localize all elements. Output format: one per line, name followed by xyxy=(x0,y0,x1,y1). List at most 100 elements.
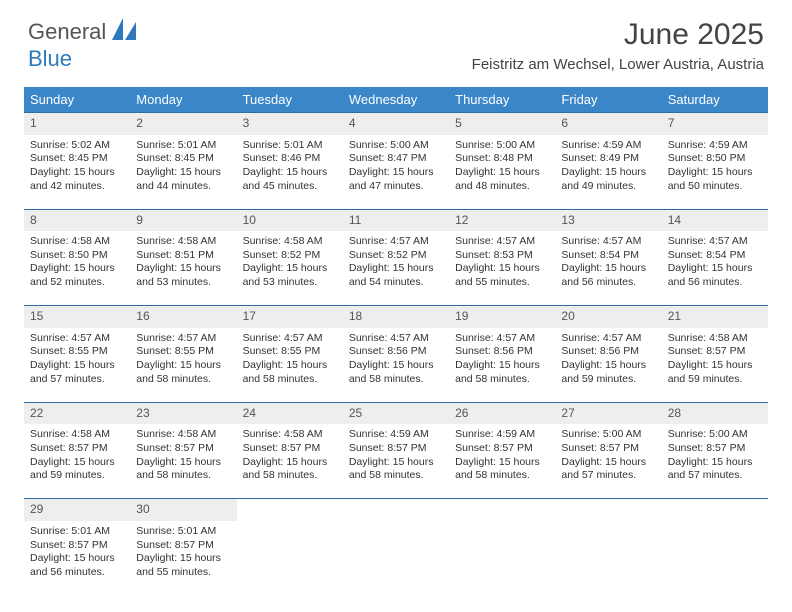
day-body: Sunrise: 4:59 AMSunset: 8:57 PMDaylight:… xyxy=(343,424,449,498)
calendar-day: 23Sunrise: 4:58 AMSunset: 8:57 PMDayligh… xyxy=(130,403,236,499)
day-number: 20 xyxy=(555,306,661,328)
sunset-text: Sunset: 8:55 PM xyxy=(136,345,230,359)
calendar-grid: Sunday Monday Tuesday Wednesday Thursday… xyxy=(24,87,768,595)
sunrise-text: Sunrise: 4:58 AM xyxy=(243,428,337,442)
calendar-day-empty: . xyxy=(237,499,343,595)
day-body: Sunrise: 4:57 AMSunset: 8:52 PMDaylight:… xyxy=(343,231,449,305)
sunrise-text: Sunrise: 4:57 AM xyxy=(136,332,230,346)
sunset-text: Sunset: 8:57 PM xyxy=(136,539,230,553)
calendar-day: 22Sunrise: 4:58 AMSunset: 8:57 PMDayligh… xyxy=(24,403,130,499)
sunset-text: Sunset: 8:50 PM xyxy=(668,152,762,166)
weekday-label: Wednesday xyxy=(343,87,449,112)
day-number: 30 xyxy=(130,499,236,521)
daylight-text: Daylight: 15 hours and 56 minutes. xyxy=(668,262,762,289)
day-body: Sunrise: 5:01 AMSunset: 8:45 PMDaylight:… xyxy=(130,135,236,209)
day-number: 10 xyxy=(237,210,343,232)
sunset-text: Sunset: 8:57 PM xyxy=(668,345,762,359)
title-block: June 2025 Feistritz am Wechsel, Lower Au… xyxy=(472,18,764,73)
sunrise-text: Sunrise: 5:00 AM xyxy=(668,428,762,442)
day-body: Sunrise: 4:58 AMSunset: 8:57 PMDaylight:… xyxy=(662,328,768,402)
calendar-day: 1Sunrise: 5:02 AMSunset: 8:45 PMDaylight… xyxy=(24,113,130,209)
calendar-day: 20 Sunrise: 4:57 AMSunset: 8:56 PMDayligh… xyxy=(555,306,661,402)
sunset-text: Sunset: 8:57 PM xyxy=(30,539,124,553)
page-title: June 2025 xyxy=(472,18,764,52)
day-body: Sunrise: 4:58 AMSunset: 8:50 PMDaylight:… xyxy=(24,231,130,305)
sunset-text: Sunset: 8:55 PM xyxy=(30,345,124,359)
sunset-text: Sunset: 8:49 PM xyxy=(561,152,655,166)
daylight-text: Daylight: 15 hours and 47 minutes. xyxy=(349,166,443,193)
sunrise-text: Sunrise: 4:57 AM xyxy=(349,332,443,346)
sunrise-text: Sunrise: 4:58 AM xyxy=(30,235,124,249)
sunrise-text: Sunrise: 4:57 AM xyxy=(561,332,655,346)
day-body: Sunrise: 4:57 AMSunset: 8:56 PMDaylight:… xyxy=(449,328,555,402)
sunset-text: Sunset: 8:56 PM xyxy=(561,345,655,359)
sunset-text: Sunset: 8:52 PM xyxy=(243,249,337,263)
calendar-week: 15Sunrise: 4:57 AMSunset: 8:55 PMDayligh… xyxy=(24,305,768,402)
daylight-text: Daylight: 15 hours and 57 minutes. xyxy=(30,359,124,386)
sunset-text: Sunset: 8:48 PM xyxy=(455,152,549,166)
day-body: Sunrise: 5:01 AMSunset: 8:57 PMDaylight:… xyxy=(130,521,236,595)
daylight-text: Daylight: 15 hours and 58 minutes. xyxy=(243,456,337,483)
sunrise-text: Sunrise: 4:59 AM xyxy=(561,139,655,153)
sunrise-text: Sunrise: 4:58 AM xyxy=(136,428,230,442)
weekday-label: Friday xyxy=(555,87,661,112)
day-number: 16 xyxy=(130,306,236,328)
day-body: Sunrise: 4:57 AMSunset: 8:55 PMDaylight:… xyxy=(24,328,130,402)
daylight-text: Daylight: 15 hours and 44 minutes. xyxy=(136,166,230,193)
sunrise-text: Sunrise: 4:57 AM xyxy=(30,332,124,346)
daylight-text: Daylight: 15 hours and 42 minutes. xyxy=(30,166,124,193)
weekday-label: Tuesday xyxy=(237,87,343,112)
weekday-label: Sunday xyxy=(24,87,130,112)
weekday-label: Thursday xyxy=(449,87,555,112)
sunrise-text: Sunrise: 5:00 AM xyxy=(561,428,655,442)
calendar-day-empty: . xyxy=(449,499,555,595)
sunset-text: Sunset: 8:53 PM xyxy=(455,249,549,263)
calendar-day-empty: . xyxy=(343,499,449,595)
calendar-day: 28Sunrise: 5:00 AMSunset: 8:57 PMDayligh… xyxy=(662,403,768,499)
sunrise-text: Sunrise: 5:01 AM xyxy=(136,525,230,539)
day-number: 7 xyxy=(662,113,768,135)
calendar-day: 9Sunrise: 4:58 AMSunset: 8:51 PMDaylight… xyxy=(130,210,236,306)
calendar-day: 13Sunrise: 4:57 AMSunset: 8:54 PMDayligh… xyxy=(555,210,661,306)
day-number: 17 xyxy=(237,306,343,328)
day-number: 5 xyxy=(449,113,555,135)
day-number: 9 xyxy=(130,210,236,232)
brand-sail-icon xyxy=(112,18,138,45)
calendar-day: 30Sunrise: 5:01 AMSunset: 8:57 PMDayligh… xyxy=(130,499,236,595)
daylight-text: Daylight: 15 hours and 58 minutes. xyxy=(349,359,443,386)
calendar-week: 22Sunrise: 4:58 AMSunset: 8:57 PMDayligh… xyxy=(24,402,768,499)
calendar-day: 2Sunrise: 5:01 AMSunset: 8:45 PMDaylight… xyxy=(130,113,236,209)
day-number: 24 xyxy=(237,403,343,425)
calendar-day: 10Sunrise: 4:58 AMSunset: 8:52 PMDayligh… xyxy=(237,210,343,306)
calendar-day: 27Sunrise: 5:00 AMSunset: 8:57 PMDayligh… xyxy=(555,403,661,499)
sunrise-text: Sunrise: 4:57 AM xyxy=(668,235,762,249)
sunset-text: Sunset: 8:57 PM xyxy=(136,442,230,456)
day-body: Sunrise: 5:00 AMSunset: 8:57 PMDaylight:… xyxy=(662,424,768,498)
day-body: Sunrise: 4:57 AMSunset: 8:56 PMDaylight:… xyxy=(343,328,449,402)
sunset-text: Sunset: 8:47 PM xyxy=(349,152,443,166)
daylight-text: Daylight: 15 hours and 49 minutes. xyxy=(561,166,655,193)
daylight-text: Daylight: 15 hours and 50 minutes. xyxy=(668,166,762,193)
sunset-text: Sunset: 8:51 PM xyxy=(136,249,230,263)
sunrise-text: Sunrise: 4:59 AM xyxy=(349,428,443,442)
day-number: 14 xyxy=(662,210,768,232)
day-number: 22 xyxy=(24,403,130,425)
sunset-text: Sunset: 8:56 PM xyxy=(349,345,443,359)
daylight-text: Daylight: 15 hours and 58 minutes. xyxy=(243,359,337,386)
sunrise-text: Sunrise: 4:57 AM xyxy=(561,235,655,249)
sunset-text: Sunset: 8:57 PM xyxy=(561,442,655,456)
daylight-text: Daylight: 15 hours and 59 minutes. xyxy=(561,359,655,386)
sunrise-text: Sunrise: 5:02 AM xyxy=(30,139,124,153)
daylight-text: Daylight: 15 hours and 45 minutes. xyxy=(243,166,337,193)
day-number: 2 xyxy=(130,113,236,135)
day-body: Sunrise: 4:58 AMSunset: 8:51 PMDaylight:… xyxy=(130,231,236,305)
day-body: Sunrise: 4:57 AMSunset: 8:55 PMDaylight:… xyxy=(130,328,236,402)
calendar-day: 3Sunrise: 5:01 AMSunset: 8:46 PMDaylight… xyxy=(237,113,343,209)
calendar-day: 11Sunrise: 4:57 AMSunset: 8:52 PMDayligh… xyxy=(343,210,449,306)
sunrise-text: Sunrise: 4:57 AM xyxy=(243,332,337,346)
daylight-text: Daylight: 15 hours and 56 minutes. xyxy=(30,552,124,579)
sunset-text: Sunset: 8:45 PM xyxy=(30,152,124,166)
sunset-text: Sunset: 8:54 PM xyxy=(561,249,655,263)
daylight-text: Daylight: 15 hours and 58 minutes. xyxy=(455,359,549,386)
day-number: 21 xyxy=(662,306,768,328)
